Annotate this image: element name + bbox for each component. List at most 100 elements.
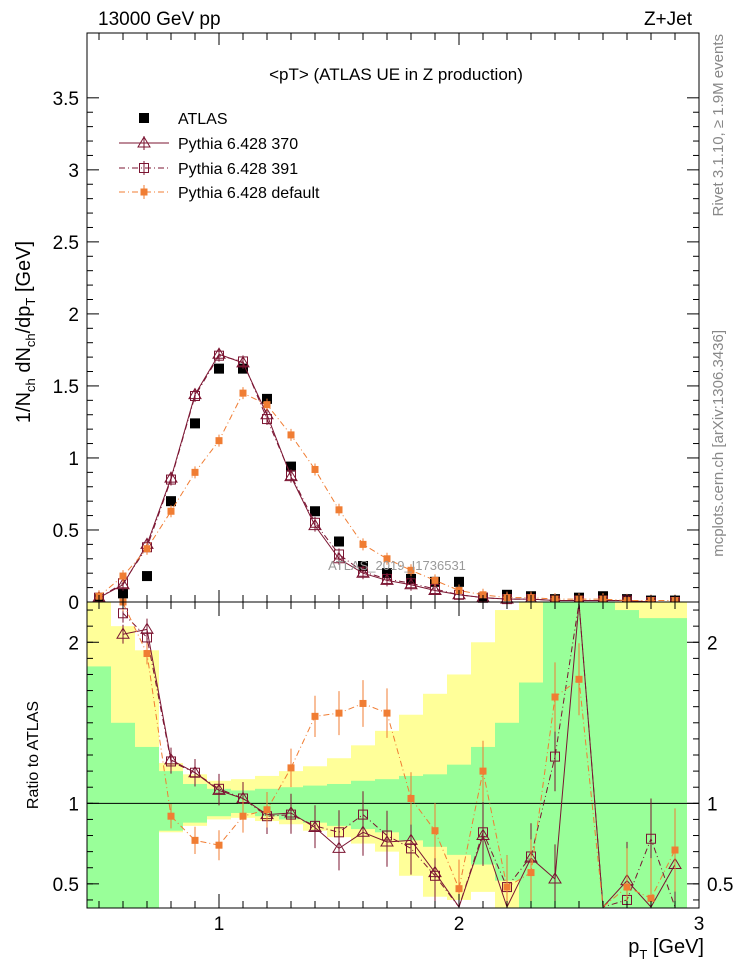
data-point xyxy=(382,573,392,584)
energy-label: 13000 GeV pp xyxy=(98,9,221,30)
y-tick-label: 3 xyxy=(68,161,79,182)
ratio-point xyxy=(455,885,463,893)
ratio-point xyxy=(335,709,343,717)
ratio-y-tick-label: 2 xyxy=(68,633,79,654)
data-point xyxy=(310,506,320,517)
ratio-point xyxy=(383,709,391,717)
data-point xyxy=(332,551,346,564)
main-panel: 0 0.5 1 1.5 2 2.5 3 3.5 <pT> (ATLAS UE in Z pro… xyxy=(13,32,700,614)
data-point xyxy=(479,591,487,599)
rivet-label: Rivet 3.1.10, ≥ 1.9M events xyxy=(710,34,727,217)
y-tick-label: 0 xyxy=(68,593,79,614)
ratio-point xyxy=(311,712,319,720)
data-point xyxy=(238,356,248,367)
ratio-plot-area xyxy=(87,598,699,909)
legend-label: Pythia 6.428 391 xyxy=(178,161,298,178)
ratio-point xyxy=(671,846,679,854)
data-point xyxy=(310,517,320,528)
ratio-point xyxy=(359,699,367,707)
ratio-y-tick-label: 1 xyxy=(68,794,79,815)
legend-marker xyxy=(139,113,149,123)
green-band xyxy=(495,722,519,881)
data-point xyxy=(191,468,199,476)
ratio-point xyxy=(263,806,271,814)
ratio-point xyxy=(116,627,130,639)
x-tick-label: 2 xyxy=(454,914,465,935)
data-point xyxy=(214,350,224,361)
ratio-point xyxy=(575,675,583,683)
legend-marker xyxy=(137,136,151,148)
legend-item-pythia-6-428-default: Pythia 6.428 default xyxy=(119,185,320,202)
ratio-y-label: Ratio to ATLAS xyxy=(25,701,42,809)
data-point xyxy=(262,414,272,425)
ratio-point xyxy=(215,841,223,849)
data-point xyxy=(143,545,151,553)
data-point xyxy=(287,431,295,439)
ratio-point xyxy=(142,632,152,643)
ratio-point xyxy=(623,883,631,891)
y-tick-label: 0.5 xyxy=(53,521,79,542)
ratio-point xyxy=(550,751,560,762)
ratio-point xyxy=(239,812,247,820)
y-tick-label: 3.5 xyxy=(53,89,79,110)
process-label: Z+Jet xyxy=(644,9,693,30)
legend-item-atlas: ATLAS xyxy=(139,111,228,128)
data-point xyxy=(454,576,464,587)
ratio-y-tick-label-right: 0.5 xyxy=(707,875,733,896)
data-point xyxy=(286,461,296,472)
green-band xyxy=(111,722,135,908)
legend: ATLAS Pythia 6.428 370 Pythia 6.428 391 Pyt… xyxy=(119,111,320,202)
green-band xyxy=(135,746,159,908)
mcplots-label: mcplots.cern.ch [arXiv:1306.3436] xyxy=(710,330,727,557)
ratio-point xyxy=(503,883,511,891)
ratio-point xyxy=(382,830,392,841)
ratio-point xyxy=(646,833,656,844)
ratio-point xyxy=(286,809,296,820)
uncertainty-bands xyxy=(87,602,687,908)
ratio-y-tick-label-right: 2 xyxy=(707,633,718,654)
ratio-point xyxy=(430,870,440,881)
ratio-point xyxy=(166,756,176,767)
y-tick-label: 2.5 xyxy=(53,233,79,254)
ratio-point xyxy=(548,872,562,884)
data-point xyxy=(407,566,415,574)
ratio-point xyxy=(527,869,535,877)
ratio-point xyxy=(647,894,655,902)
ratio-panel: 0.5 0.5 1 1 2 2 1 2 3 Ratio to ATLAS pT [GeV] xyxy=(25,33,733,962)
ratio-point xyxy=(358,809,368,820)
legend-label: ATLAS xyxy=(178,111,228,128)
x-tick-label: 1 xyxy=(214,914,225,935)
ratio-point xyxy=(287,764,295,772)
ratio-point xyxy=(479,767,487,775)
ratio-point xyxy=(551,693,559,701)
data-point xyxy=(214,363,224,374)
ratio-y-tick-label: 0.5 xyxy=(53,875,79,896)
legend-marker xyxy=(140,188,148,196)
data-point xyxy=(406,578,416,589)
green-band xyxy=(591,602,615,908)
ratio-point xyxy=(191,836,199,844)
main-y-label: 1/Nch dNch/dpT [GeV] xyxy=(13,241,38,423)
ratio-point xyxy=(167,812,175,820)
data-point xyxy=(383,555,391,563)
ratio-point xyxy=(310,820,320,831)
y-tick-label: 1 xyxy=(68,449,79,470)
data-point xyxy=(311,465,319,473)
ratio-point xyxy=(214,783,224,794)
data-point xyxy=(334,549,344,560)
data-point xyxy=(190,391,200,402)
ratio-y-tick-label-right: 1 xyxy=(707,794,718,815)
ratio-line xyxy=(122,602,676,908)
y-tick-label: 1.5 xyxy=(53,377,79,398)
x-axis-label: pT [GeV] xyxy=(628,936,704,962)
legend-item-pythia-6-428-370: Pythia 6.428 370 xyxy=(119,136,298,153)
y-tick-label: 2 xyxy=(68,305,79,326)
data-point xyxy=(166,474,176,485)
data-point xyxy=(286,470,296,481)
watermark: ATLAS_2019_I1736531 xyxy=(328,558,466,573)
data-point xyxy=(215,437,223,445)
ratio-point xyxy=(407,794,415,802)
data-point xyxy=(166,496,176,507)
data-point xyxy=(118,588,128,599)
